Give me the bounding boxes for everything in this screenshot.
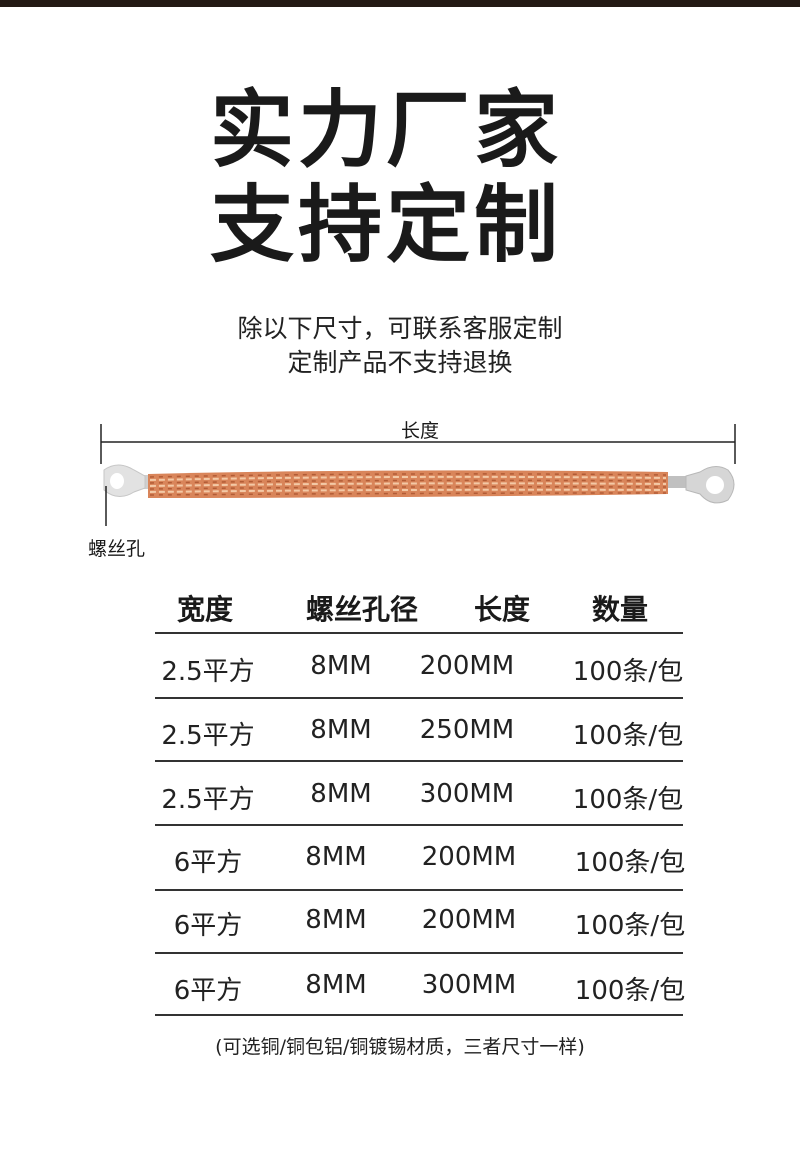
header-width: 宽度 <box>176 593 234 626</box>
table-divider <box>155 824 683 826</box>
table-divider <box>155 952 683 954</box>
cell-hole: 8MM <box>310 651 372 681</box>
table-divider <box>155 697 683 699</box>
cell-length: 300MM <box>419 779 515 809</box>
ring-terminal-right <box>685 466 735 504</box>
cell-quantity: 100条/包 <box>572 721 684 751</box>
braided-copper-strap <box>138 470 688 498</box>
cell-quantity: 100条/包 <box>574 848 686 878</box>
cell-width: 2.5平方 <box>161 721 255 751</box>
cell-hole: 8MM <box>310 779 372 809</box>
headline-line-1: 实力厂家 <box>210 81 563 179</box>
cell-width: 6平方 <box>173 848 243 878</box>
cell-length: 250MM <box>419 715 515 745</box>
cell-width: 2.5平方 <box>161 785 255 815</box>
table-divider <box>155 1014 683 1016</box>
cell-quantity: 100条/包 <box>574 976 686 1006</box>
cell-quantity: 100条/包 <box>572 657 684 687</box>
subtitle-line-1: 除以下尺寸，可联系客服定制 <box>237 314 563 343</box>
cell-width: 6平方 <box>173 911 243 941</box>
material-note: (可选铜/铜包铝/铜镀锡材质，三者尺寸一样) <box>215 1036 585 1058</box>
cell-hole: 8MM <box>305 842 367 872</box>
screw-hole-label: 螺丝孔 <box>88 538 146 560</box>
length-dimension-line <box>100 424 736 464</box>
length-label: 长度 <box>400 420 439 442</box>
header-quantity: 数量 <box>591 593 649 626</box>
table-divider <box>155 632 683 634</box>
cable-diagram <box>100 424 736 526</box>
cell-hole: 8MM <box>310 715 372 745</box>
cell-quantity: 100条/包 <box>572 785 684 815</box>
cell-length: 200MM <box>421 842 517 872</box>
table-divider <box>155 760 683 762</box>
headline-line-2: 支持定制 <box>210 176 563 274</box>
cell-width: 2.5平方 <box>161 657 255 687</box>
cell-hole: 8MM <box>305 970 367 1000</box>
subtitle-line-2: 定制产品不支持退换 <box>287 348 513 377</box>
cell-length: 300MM <box>421 970 517 1000</box>
cell-length: 200MM <box>421 905 517 935</box>
header-length: 长度 <box>473 593 531 626</box>
cell-hole: 8MM <box>305 905 367 935</box>
cell-length: 200MM <box>419 651 515 681</box>
ring-terminal-left <box>103 464 146 497</box>
cell-quantity: 100条/包 <box>574 911 686 941</box>
top-bar <box>0 0 800 7</box>
header-hole-diameter: 螺丝孔径 <box>305 593 419 626</box>
cell-width: 6平方 <box>173 976 243 1006</box>
table-divider <box>155 889 683 891</box>
